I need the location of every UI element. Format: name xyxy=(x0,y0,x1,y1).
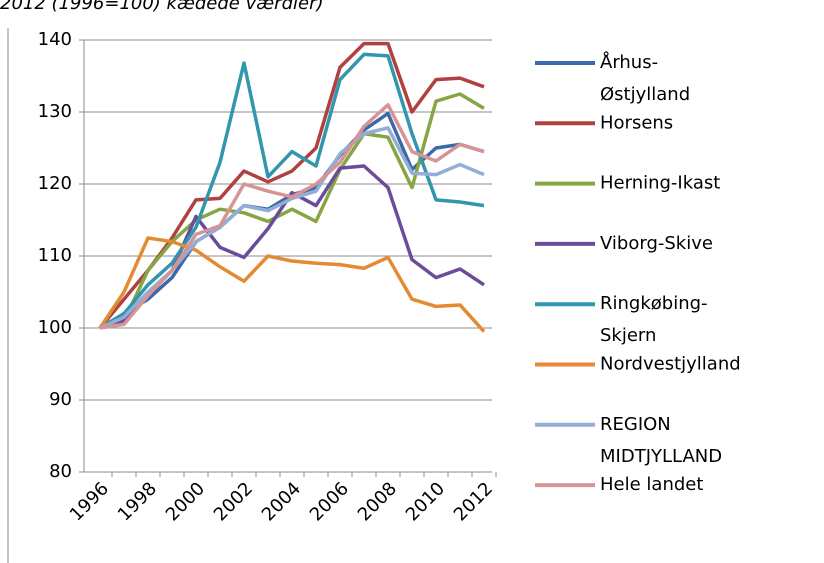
legend-label: Ringkøbing-Skjern xyxy=(600,293,708,346)
y-tick-label: 110 xyxy=(38,245,72,266)
x-tick-label: 1998 xyxy=(114,478,161,525)
legend-label: Nordvestjylland xyxy=(600,354,741,375)
series-line xyxy=(98,236,486,333)
x-tick-label: 2008 xyxy=(354,478,401,525)
x-tick-label: 2002 xyxy=(210,478,257,525)
y-tick-label: 130 xyxy=(38,101,72,122)
y-tick-label: 140 xyxy=(38,29,72,50)
series-line xyxy=(99,103,485,330)
y-tick-label: 90 xyxy=(49,389,72,410)
x-tick-label: 2006 xyxy=(306,478,353,525)
series-line xyxy=(99,111,485,330)
legend-label: Horsens xyxy=(600,112,673,133)
x-tick-label: 2010 xyxy=(402,478,449,525)
legend-label: REGION MIDTJYLLAND xyxy=(600,414,722,467)
legend-label: Hele landet xyxy=(600,474,703,495)
chart-title: 2012 (1996=100) kædede værdier) xyxy=(0,0,324,14)
y-tick-label: 100 xyxy=(38,317,72,338)
x-tick-label: 2004 xyxy=(258,478,305,525)
legend-label: Herning-Ikast xyxy=(600,173,720,194)
x-tick-label: 2000 xyxy=(162,478,209,525)
y-tick-label: 120 xyxy=(38,173,72,194)
legend-label: Viborg-Skive xyxy=(600,233,713,254)
legend-label: Århus-Østjylland xyxy=(600,51,690,105)
x-tick-label: 2012 xyxy=(450,478,497,525)
x-tick-label: 1996 xyxy=(66,478,113,525)
y-tick-label: 80 xyxy=(49,461,72,482)
